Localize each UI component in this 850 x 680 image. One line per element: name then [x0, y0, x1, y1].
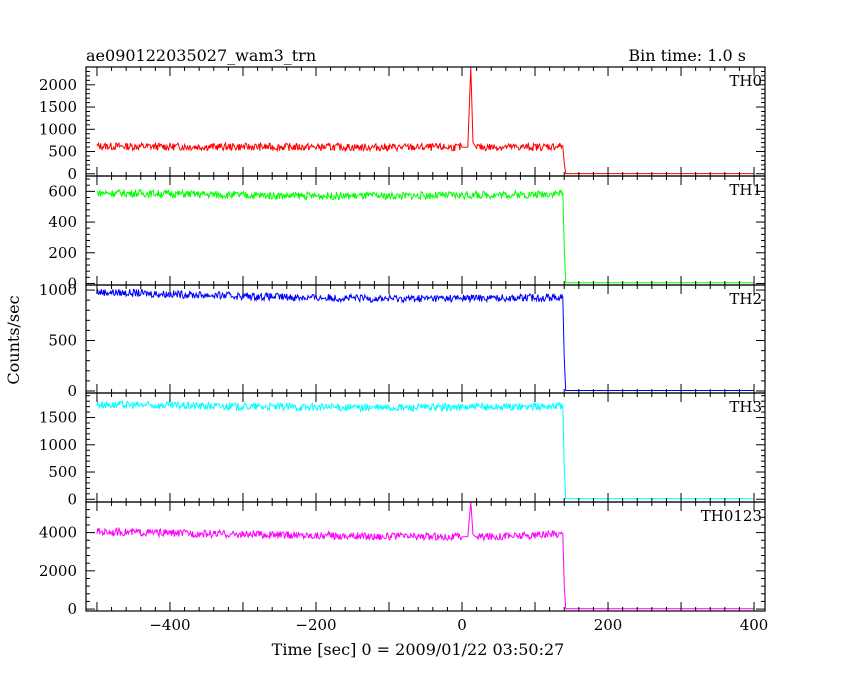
panel-th0: TH0 0 500 1000 1500 2000: [39, 66, 766, 183]
y-tick-label: 0: [67, 165, 77, 183]
panel-label: TH3: [729, 398, 762, 416]
y-tick-label: 500: [48, 143, 77, 161]
x-tick-label: 0: [457, 616, 467, 634]
y-tick-label: 500: [48, 463, 77, 481]
x-tick-label: −400: [149, 616, 190, 634]
x-tick-label: 200: [594, 616, 623, 634]
panel-th2: TH2 0 500 1000: [39, 281, 766, 400]
chart-title: ae090122035027_wam3_trn: [86, 46, 316, 65]
panel-th1: TH1 0 200 400 600: [48, 175, 766, 292]
y-tick-label: 0: [67, 274, 77, 292]
panel-label: TH2: [729, 290, 762, 308]
y-tick-label: 1500: [39, 409, 77, 427]
x-tick-label: −200: [295, 616, 336, 634]
series-line-th1: [96, 188, 754, 284]
y-tick-label: 0: [67, 382, 77, 400]
panel-label: TH0123: [701, 507, 762, 525]
y-tick-label: 2000: [39, 76, 77, 94]
bin-time-label: Bin time: 1.0 s: [628, 46, 746, 65]
y-axis-label: Counts/sec: [4, 295, 23, 384]
series-line-th0: [96, 67, 754, 175]
panels: TH00500100015002000TH10200400600TH205001…: [39, 66, 769, 634]
panel-frame: [85, 501, 766, 612]
series-line-th2: [96, 288, 754, 391]
y-tick-label: 1000: [39, 436, 77, 454]
panel-frame: [85, 66, 766, 177]
x-tick-label: 400: [740, 616, 769, 634]
y-tick-label: 2000: [39, 562, 77, 580]
y-tick-label: 0: [67, 490, 77, 508]
y-tick-label: 600: [48, 182, 77, 200]
y-tick-label: 500: [48, 332, 77, 350]
y-tick-label: 1000: [39, 120, 77, 138]
panel-label: TH1: [729, 181, 762, 199]
panel-th0123: TH0123 0 2000 4000: [39, 501, 766, 618]
y-tick-label: 200: [48, 244, 77, 262]
x-axis-label: Time [sec] 0 = 2009/01/22 03:50:27: [272, 640, 565, 659]
panel-label: TH0: [729, 72, 762, 90]
y-tick-label: 1500: [39, 98, 77, 116]
series-line-th0123: [96, 502, 754, 610]
y-tick-label: 400: [48, 213, 77, 231]
y-tick-label: 4000: [39, 524, 77, 542]
series-line-th3: [96, 400, 754, 500]
panel-frame: [85, 284, 766, 394]
panel-frame: [85, 392, 766, 503]
y-tick-label: 0: [67, 600, 77, 618]
y-tick-label: 1000: [39, 281, 77, 299]
panel-th3: TH3 0 500 1000 1500: [39, 392, 766, 508]
